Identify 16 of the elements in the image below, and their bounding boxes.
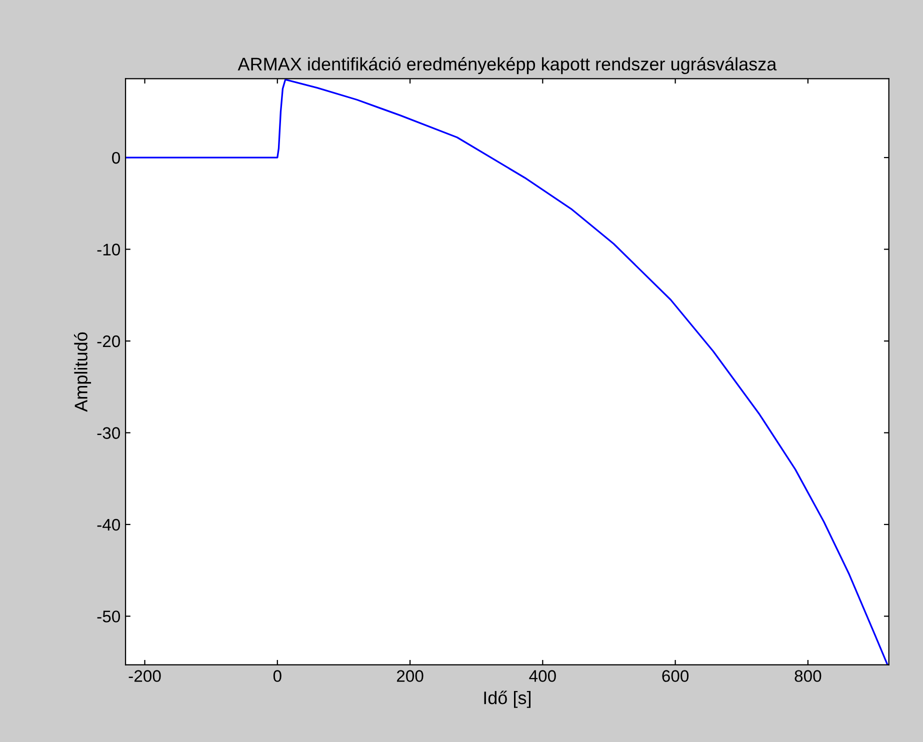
x-tick-label: 800 [794,670,822,682]
chart-title: ARMAX identifikáció eredményeképp kapott rendszer ugrásválasza [238,57,777,74]
x-tick-label: 200 [396,670,424,682]
y-tick-label: -20 [97,335,120,348]
y-tick-label: -50 [97,610,120,622]
y-tick-label: 0 [112,152,120,164]
x-axis-title: Idő [s] [484,690,530,708]
y-tick-label: -40 [97,518,120,531]
y-axis-title: Amplitudó [74,332,92,412]
x-tick-label: 600 [662,670,689,682]
x-tick-label: 400 [529,670,556,682]
x-tick-label: 0 [273,670,282,682]
line-series [126,78,888,665]
y-tick-label: -10 [97,244,120,256]
x-tick-label: -200 [128,670,161,682]
y-tick-label: -30 [97,427,120,439]
